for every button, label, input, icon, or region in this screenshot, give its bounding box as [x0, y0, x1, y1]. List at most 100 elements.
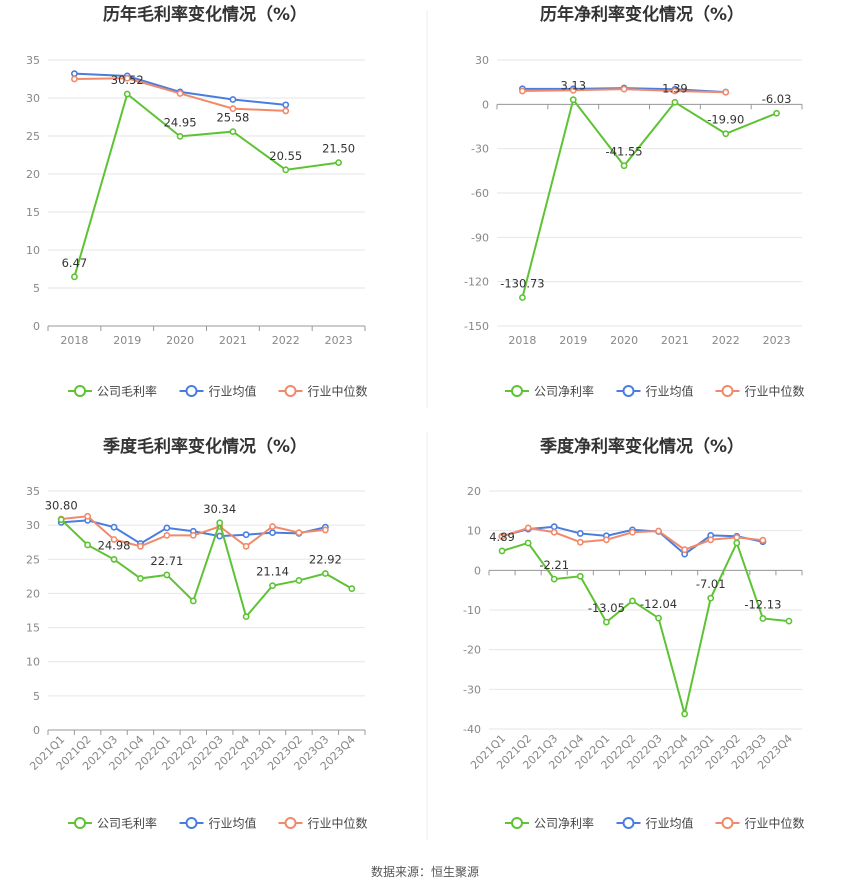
data-point-company	[707, 594, 715, 602]
y-tick-label: -30	[463, 683, 481, 696]
y-tick-label: 15	[26, 206, 40, 219]
x-tick-label: 2019	[559, 334, 587, 347]
legend-swatch-marker	[185, 817, 198, 829]
legend-label: 行业中位数	[308, 816, 368, 831]
y-tick-label: 20	[26, 587, 40, 600]
data-point-company	[71, 273, 78, 281]
data-point-company	[569, 96, 577, 104]
data-point-industry_avg	[576, 530, 584, 537]
data-point-company	[550, 575, 558, 583]
data-point-company	[110, 556, 118, 563]
data-point-industry_median	[569, 86, 577, 94]
data-point-company	[759, 615, 767, 622]
y-tick-label: -60	[471, 187, 489, 200]
y-tick-label: 25	[26, 130, 40, 143]
data-point-company	[137, 575, 144, 582]
data-point-industry_median	[629, 528, 636, 536]
annual-net-margin-chart: 历年净利率变化情况（%） -150 -120 -90 -60 -30 0 30 2018 201…	[464, 4, 804, 399]
data-label: 21.50	[322, 142, 355, 156]
legend-swatch-marker	[74, 817, 86, 829]
y-tick-label: 20	[26, 168, 40, 181]
y-tick-label: 15	[26, 622, 40, 635]
y-tick-label: 25	[26, 553, 40, 566]
data-point-company	[269, 582, 276, 590]
data-label: -13.05	[588, 601, 625, 615]
data-label: 30.80	[45, 499, 78, 513]
data-label: 4.89	[489, 530, 515, 544]
data-point-company	[176, 132, 184, 140]
data-point-company	[321, 570, 329, 577]
legend-swatch-marker	[284, 385, 297, 397]
data-point-industry_median	[498, 533, 506, 541]
x-tick-label: 2018	[60, 334, 88, 347]
data-point-industry_median	[137, 542, 144, 550]
data-point-industry_median	[242, 542, 250, 550]
data-point-industry_median	[602, 536, 610, 544]
data-point-industry_avg	[110, 523, 118, 531]
chart-title: 季度毛利率变化情况（%）	[103, 436, 307, 457]
series-line-company	[521, 97, 777, 298]
legend-swatch-marker	[185, 385, 198, 397]
legend-label: 公司毛利率	[97, 816, 157, 831]
data-point-industry_median	[282, 107, 290, 115]
y-tick-label: 10	[467, 525, 481, 538]
data-point-industry_median	[123, 74, 131, 82]
data-point-industry_median	[176, 90, 184, 97]
data-point-company	[620, 162, 628, 170]
legend-label: 行业中位数	[745, 816, 805, 831]
data-point-industry_avg	[163, 524, 171, 532]
data-point-industry_median	[671, 87, 679, 95]
data-point-industry_median	[707, 536, 715, 544]
data-point-industry_median	[295, 529, 303, 537]
data-point-company	[785, 617, 793, 625]
data-point-company	[519, 294, 526, 301]
data-point-industry_median	[733, 534, 741, 541]
chart-title: 历年毛利率变化情况（%）	[103, 4, 307, 25]
x-tick-label: 2021	[661, 334, 689, 347]
data-point-company	[524, 539, 532, 547]
y-tick-label: 0	[482, 98, 489, 111]
data-point-industry_median	[655, 527, 662, 535]
data-label: 20.55	[269, 149, 302, 163]
quarterly-net-margin-chart: 季度净利率变化情况（%） -40-30-20-10010202021Q12021…	[463, 436, 804, 831]
x-tick-label: 2022	[272, 334, 300, 347]
data-point-company	[576, 572, 584, 580]
y-tick-label: -120	[464, 276, 489, 289]
data-point-industry_median	[189, 531, 197, 539]
legend-label: 行业中位数	[308, 384, 368, 399]
y-tick-label: 30	[475, 54, 489, 67]
data-point-company	[229, 128, 237, 135]
data-point-industry_avg	[282, 101, 290, 109]
data-point-industry_median	[550, 528, 558, 536]
data-point-company	[84, 541, 92, 549]
y-tick-label: 0	[33, 724, 40, 737]
data-point-company	[602, 618, 610, 626]
data-point-company	[57, 516, 65, 524]
data-label: 25.58	[216, 111, 249, 125]
data-point-company	[295, 577, 303, 584]
data-label: -12.04	[640, 597, 677, 611]
x-tick-label: 2023	[325, 334, 353, 347]
data-point-industry_median	[519, 87, 526, 95]
data-point-company	[242, 613, 250, 621]
legend-swatch-marker	[74, 385, 86, 397]
data-point-industry_median	[722, 88, 730, 96]
data-point-industry_median	[759, 536, 767, 544]
data-point-company	[629, 597, 636, 605]
data-point-industry_avg	[71, 70, 78, 78]
y-tick-label: -90	[471, 231, 489, 244]
legend-swatch-marker	[284, 817, 297, 829]
y-tick-label: -10	[463, 604, 481, 617]
data-label: 21.14	[256, 565, 289, 579]
data-point-industry_avg	[550, 523, 558, 531]
data-point-industry_median	[110, 536, 118, 543]
data-point-industry_avg	[269, 529, 276, 537]
data-label: 22.71	[150, 554, 183, 568]
data-label: 30.52	[111, 73, 144, 87]
legend-label: 行业均值	[646, 384, 694, 399]
chart-title: 季度净利率变化情况（%）	[540, 436, 744, 457]
data-label: -41.55	[606, 145, 643, 159]
y-tick-label: -20	[463, 644, 481, 657]
data-label: -2.21	[539, 558, 569, 572]
